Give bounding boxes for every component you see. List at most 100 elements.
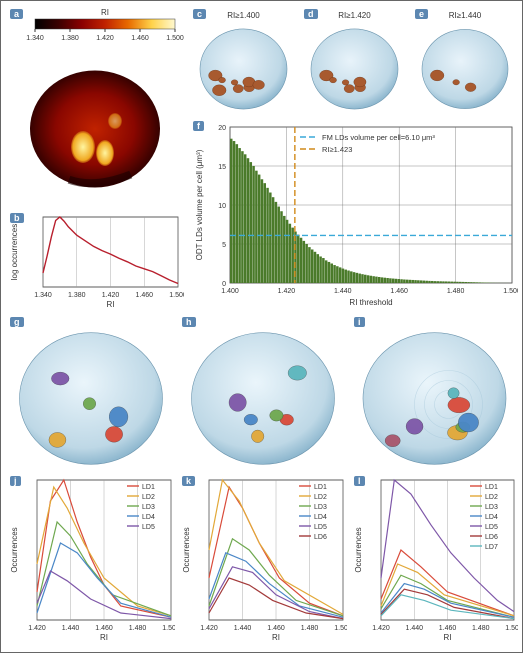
svg-text:RI≥1.440: RI≥1.440 bbox=[449, 11, 482, 20]
panel-b: b 1.340 1.380 1.420 1.460 1.500 RI log occurre… bbox=[7, 211, 184, 309]
svg-text:1.440: 1.440 bbox=[234, 625, 252, 632]
svg-text:1.440: 1.440 bbox=[405, 625, 423, 632]
svg-text:RI: RI bbox=[101, 8, 109, 17]
svg-text:1.460: 1.460 bbox=[439, 625, 457, 632]
svg-text:LD5: LD5 bbox=[314, 524, 327, 531]
svg-text:LD2: LD2 bbox=[314, 494, 327, 501]
panel-e-svg: RI≥1.440 bbox=[412, 7, 518, 115]
svg-text:1.380: 1.380 bbox=[68, 292, 86, 299]
svg-text:1.500: 1.500 bbox=[169, 292, 184, 299]
svg-text:LD1: LD1 bbox=[142, 484, 155, 491]
svg-text:1.420: 1.420 bbox=[96, 35, 114, 42]
svg-text:LD5: LD5 bbox=[142, 524, 155, 531]
svg-text:1.480: 1.480 bbox=[129, 625, 147, 632]
svg-text:Occurrences: Occurrences bbox=[10, 527, 19, 572]
panel-c-label: c bbox=[193, 9, 206, 19]
panel-f-svg: 051015201.4001.4201.4401.4601.4801.500RI… bbox=[190, 119, 518, 309]
panel-f-label: f bbox=[193, 121, 204, 131]
svg-text:LD2: LD2 bbox=[142, 494, 155, 501]
svg-text:RI: RI bbox=[100, 633, 108, 642]
panel-j-label: j bbox=[10, 476, 21, 486]
panel-l: l 1.4201.4401.4601.4801.500RIOccurrences… bbox=[351, 474, 518, 644]
panel-a-label: a bbox=[10, 9, 23, 19]
svg-text:RI≥1.420: RI≥1.420 bbox=[338, 11, 371, 20]
svg-text:RI: RI bbox=[272, 633, 280, 642]
panel-b-label: b bbox=[10, 213, 24, 223]
panel-f: f 051015201.4001.4201.4401.4601.4801.500… bbox=[190, 119, 518, 309]
svg-text:1.460: 1.460 bbox=[390, 288, 408, 295]
svg-text:1.460: 1.460 bbox=[95, 625, 113, 632]
panel-h-svg bbox=[179, 315, 347, 470]
svg-text:LD3: LD3 bbox=[485, 504, 498, 511]
svg-text:LD6: LD6 bbox=[314, 534, 327, 541]
svg-text:1.380: 1.380 bbox=[61, 35, 79, 42]
svg-text:LD2: LD2 bbox=[485, 494, 498, 501]
svg-text:1.500: 1.500 bbox=[505, 625, 518, 632]
panel-h-label: h bbox=[182, 317, 196, 327]
svg-text:1.480: 1.480 bbox=[472, 625, 490, 632]
svg-text:10: 10 bbox=[218, 203, 226, 210]
svg-text:1.500: 1.500 bbox=[162, 625, 175, 632]
panel-k-svg: 1.4201.4401.4601.4801.500RIOccurrencesLD… bbox=[179, 474, 347, 644]
panel-a: a RI 1.340 1.380 1.420 1.460 1.500 bbox=[7, 7, 184, 207]
panel-i-svg bbox=[351, 315, 518, 470]
svg-text:RI: RI bbox=[444, 633, 452, 642]
svg-text:1.500: 1.500 bbox=[334, 625, 347, 632]
panel-a-svg: RI 1.340 1.380 1.420 1.460 1.500 bbox=[7, 7, 184, 207]
svg-text:1.440: 1.440 bbox=[334, 288, 352, 295]
panel-e: e RI≥1.440 bbox=[412, 7, 518, 115]
svg-text:RI≥1.400: RI≥1.400 bbox=[227, 11, 260, 20]
svg-text:RI≥1.423: RI≥1.423 bbox=[322, 145, 352, 154]
svg-text:1.420: 1.420 bbox=[372, 625, 390, 632]
svg-text:Occurrences: Occurrences bbox=[182, 527, 191, 572]
svg-text:Occurrences: Occurrences bbox=[354, 527, 363, 572]
svg-text:1.480: 1.480 bbox=[301, 625, 319, 632]
svg-text:RI threshold: RI threshold bbox=[349, 298, 392, 307]
svg-text:1.460: 1.460 bbox=[135, 292, 153, 299]
svg-text:LD1: LD1 bbox=[485, 484, 498, 491]
svg-text:LD1: LD1 bbox=[314, 484, 327, 491]
svg-text:LD5: LD5 bbox=[485, 524, 498, 531]
svg-text:1.460: 1.460 bbox=[131, 35, 149, 42]
svg-text:LD3: LD3 bbox=[142, 504, 155, 511]
svg-text:1.420: 1.420 bbox=[102, 292, 120, 299]
panel-c-svg: RI≥1.400 bbox=[190, 7, 297, 115]
svg-text:LD3: LD3 bbox=[314, 504, 327, 511]
svg-text:RI: RI bbox=[107, 300, 115, 309]
panel-g-label: g bbox=[10, 317, 24, 327]
svg-text:20: 20 bbox=[218, 125, 226, 132]
panel-d-svg: RI≥1.420 bbox=[301, 7, 408, 115]
svg-text:log occurrences: log occurrences bbox=[10, 224, 19, 280]
panel-d: d RI≥1.420 bbox=[301, 7, 408, 115]
panel-i: i bbox=[351, 315, 518, 470]
panel-l-svg: 1.420 1.440 1.460 1.480 1.500 RI Occurrences LD… bbox=[351, 474, 518, 644]
panel-h: h bbox=[179, 315, 347, 470]
svg-text:15: 15 bbox=[218, 164, 226, 171]
panel-c: c RI≥1.400 bbox=[190, 7, 297, 115]
svg-text:0: 0 bbox=[222, 281, 226, 288]
svg-text:LD4: LD4 bbox=[142, 514, 155, 521]
svg-text:LD6: LD6 bbox=[485, 534, 498, 541]
panel-e-label: e bbox=[415, 9, 428, 19]
panel-i-label: i bbox=[354, 317, 365, 327]
svg-text:FM LDs volume per cell=6.10 μm: FM LDs volume per cell=6.10 μm³ bbox=[322, 133, 435, 142]
svg-text:LD4: LD4 bbox=[485, 514, 498, 521]
svg-text:5: 5 bbox=[222, 242, 226, 249]
panel-j-svg: 1.4201.4401.4601.4801.500RIOccurrencesLD… bbox=[7, 474, 175, 644]
svg-text:ODT LDs volume per cell (μm³): ODT LDs volume per cell (μm³) bbox=[195, 149, 204, 260]
panel-k-label: k bbox=[182, 476, 195, 486]
svg-text:1.480: 1.480 bbox=[447, 288, 465, 295]
svg-text:1.440: 1.440 bbox=[62, 625, 80, 632]
svg-text:1.400: 1.400 bbox=[221, 288, 239, 295]
panel-d-label: d bbox=[304, 9, 318, 19]
panel-g: g bbox=[7, 315, 175, 470]
svg-text:1.500: 1.500 bbox=[166, 35, 184, 42]
svg-text:LD7: LD7 bbox=[485, 544, 498, 551]
svg-text:1.500: 1.500 bbox=[503, 288, 518, 295]
svg-text:1.420: 1.420 bbox=[200, 625, 218, 632]
svg-text:1.340: 1.340 bbox=[26, 35, 44, 42]
svg-text:1.340: 1.340 bbox=[34, 292, 52, 299]
panel-k: k 1.4201.4401.4601.4801.500RIOccurrences… bbox=[179, 474, 347, 644]
panel-g-svg bbox=[7, 315, 175, 470]
panel-b-svg: 1.340 1.380 1.420 1.460 1.500 RI log occurrenc… bbox=[7, 211, 184, 309]
